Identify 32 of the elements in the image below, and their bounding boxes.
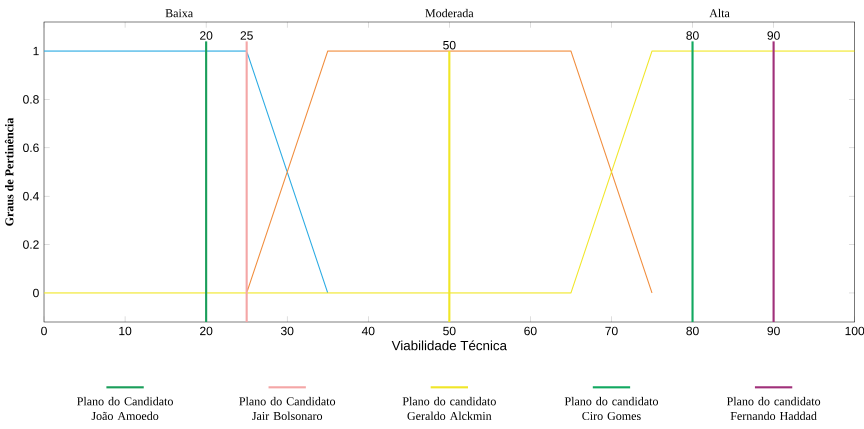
x-axis-title: Viabilidade Técnica (392, 340, 507, 350)
x-tick-label: 60 (524, 326, 537, 336)
legend-label: Plano do candidato Ciro Gomes (564, 397, 658, 420)
x-tick-label: 90 (767, 326, 780, 336)
legend-label: Plano do candidato Fernando Haddad (726, 397, 820, 420)
text: Alta (709, 9, 730, 18)
x-tick-label: 0 (41, 326, 47, 336)
legend-label: Plano do Candidato João Amoedo (77, 397, 173, 420)
x-tick-label: 40 (362, 326, 374, 336)
x-tick-label: 10 (119, 326, 132, 336)
legend-label: Plano do candidato Geraldo Alckmin (402, 397, 496, 420)
y-axis-title: Graus de Pertinência (4, 118, 14, 226)
x-tick-label: 80 (686, 326, 699, 336)
annotation: 80 (686, 31, 699, 40)
y-tick-label: 0 (33, 288, 39, 298)
y-tick-label: 0.2 (23, 240, 39, 250)
x-tick-label: 30 (280, 326, 294, 336)
y-tick-label: 1 (34, 47, 39, 56)
annotation: 20 (200, 31, 212, 40)
annotation: 50 (443, 41, 456, 50)
y-tick-label: 0.8 (23, 95, 39, 104)
x-tick-label: 100 (846, 326, 864, 336)
legend-label: Plano do Candidato Jair Bolsonaro (239, 397, 336, 420)
text: Moderada (425, 9, 474, 18)
y-tick-label: 0.6 (23, 144, 39, 152)
x-tick-label: 20 (200, 326, 212, 336)
y-tick-label: 0.4 (23, 192, 39, 201)
annotation: 25 (240, 31, 253, 40)
x-tick-label: 50 (443, 326, 456, 336)
text: Baixa (166, 9, 193, 18)
annotation: 90 (767, 31, 780, 40)
x-tick-label: 70 (605, 326, 618, 336)
